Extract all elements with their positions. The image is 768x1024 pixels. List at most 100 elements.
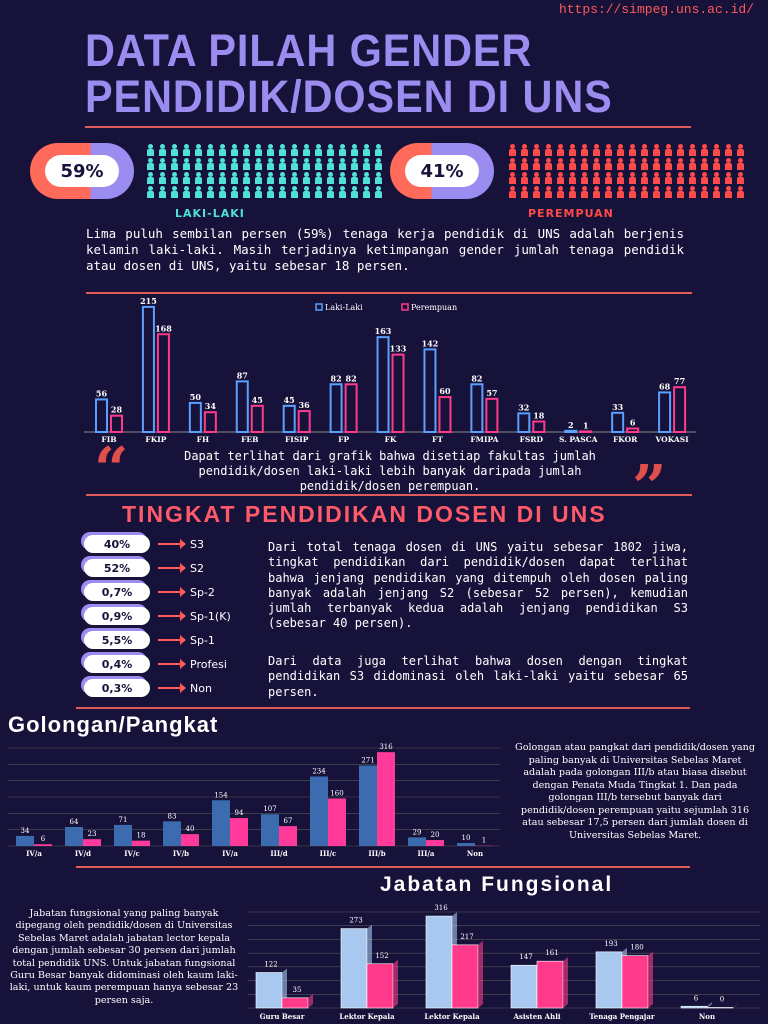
data-label: 71 <box>119 816 128 824</box>
bar <box>250 404 264 434</box>
source-url[interactable]: https://simpeg.uns.ac.id/ <box>558 2 754 17</box>
male-percent-ring: 59% <box>30 143 134 199</box>
education-level-label: Sp-1(K) <box>190 609 231 623</box>
tick-label: FISIP <box>285 435 309 444</box>
person-icon <box>688 172 697 184</box>
data-label: 142 <box>422 338 439 348</box>
tick-label: Non <box>467 849 483 858</box>
bar <box>457 843 475 846</box>
person-icon <box>664 172 673 184</box>
person-icon <box>182 172 191 184</box>
person-icon <box>556 144 565 156</box>
faculty-gender-chart: Laki-Laki Perempuan5628FIB215168FKIP5034F… <box>84 296 696 444</box>
person-icon <box>350 172 359 184</box>
bar <box>426 840 444 846</box>
legend-swatch <box>401 303 409 311</box>
person-icon <box>580 186 589 198</box>
bar <box>680 1005 708 1009</box>
bar <box>366 963 394 1009</box>
education-level-label: Sp-2 <box>190 585 215 599</box>
tick-label: IV/d <box>75 849 91 858</box>
education-percent: 0,4% <box>84 655 150 673</box>
person-icon <box>218 144 227 156</box>
education-percent: 52% <box>84 559 150 577</box>
education-level-row: 0,4% Profesi <box>84 652 231 676</box>
education-level-row: 0,3% Non <box>84 676 231 700</box>
tick-label: Guru Besar <box>260 1012 305 1021</box>
bar-side <box>733 1003 738 1008</box>
faculty-quote: Dapat terlihat dari grafik bahwa disetia… <box>184 449 596 493</box>
person-icon <box>206 186 215 198</box>
person-icon <box>700 158 709 170</box>
person-icon <box>640 158 649 170</box>
tick-label: FT <box>432 435 443 444</box>
person-icon <box>532 172 541 184</box>
person-icon <box>736 186 745 198</box>
data-label: 273 <box>349 917 362 925</box>
person-icon <box>736 172 745 184</box>
person-icon <box>278 144 287 156</box>
arrow-right-icon <box>158 587 186 597</box>
tick-label: FP <box>338 435 349 444</box>
data-label: 1 <box>482 837 486 845</box>
person-icon <box>676 172 685 184</box>
bar-side <box>393 959 398 1008</box>
person-icon <box>374 186 383 198</box>
person-icon <box>544 144 553 156</box>
tick-label: IV/b <box>173 849 189 858</box>
divider <box>86 494 692 496</box>
bar <box>359 765 377 846</box>
male-percent: 59% <box>45 155 119 187</box>
education-level-row: 52% S2 <box>84 556 231 580</box>
data-label: 217 <box>460 933 473 941</box>
person-icon <box>314 172 323 184</box>
legend-label: Laki-Laki <box>325 303 363 312</box>
person-icon <box>266 158 275 170</box>
quote-open-icon: “ <box>94 435 129 505</box>
person-icon <box>580 172 589 184</box>
bar <box>328 798 346 846</box>
person-icon <box>520 186 529 198</box>
female-label: PEREMPUAN <box>528 207 614 220</box>
bar <box>536 960 564 1009</box>
arrow-right-icon <box>158 683 186 693</box>
person-icon <box>580 158 589 170</box>
bar <box>626 427 640 434</box>
bar <box>706 1007 734 1009</box>
person-icon <box>302 144 311 156</box>
data-label: 6 <box>630 418 636 428</box>
female-percent: 41% <box>405 155 479 187</box>
person-icon <box>532 144 541 156</box>
jabatan-title: Jabatan Fungsional <box>380 873 614 896</box>
divider <box>85 126 691 128</box>
education-level-list: 40% S3 52% S2 0,7% Sp-2 0,9% Sp-1(K) 5,5% Sp-1 0,4… <box>84 532 231 700</box>
person-icon <box>278 158 287 170</box>
person-icon <box>664 186 673 198</box>
arrow-right-icon <box>158 635 186 645</box>
golongan-chart: 34 6 IV/a 64 23 IV/d 71 18 IV/c 83 40 IV/b 154 94 IV/a… <box>8 743 500 858</box>
intro-paragraph: Lima puluh sembilan persen (59%) tenaga … <box>86 226 684 273</box>
data-label: 234 <box>312 768 326 776</box>
person-icon <box>508 172 517 184</box>
tick-label: S. PASCA <box>559 435 598 444</box>
education-level-label: S2 <box>190 561 204 575</box>
data-label: 20 <box>431 831 440 839</box>
tick-label: FIB <box>101 435 116 444</box>
bar <box>65 826 83 846</box>
arrow-right-icon <box>158 539 186 549</box>
person-icon <box>242 186 251 198</box>
person-icon <box>302 158 311 170</box>
person-icon <box>556 172 565 184</box>
person-icon <box>338 144 347 156</box>
bar <box>611 411 625 434</box>
jabatan-text: Jabatan fungsional yang paling banyak di… <box>9 908 239 1006</box>
person-icon <box>374 172 383 184</box>
data-label: 82 <box>346 373 357 383</box>
person-icon <box>592 144 601 156</box>
person-icon <box>568 144 577 156</box>
person-icon <box>508 186 517 198</box>
title-line-2: PENDIDIK/DOSEN DI UNS <box>85 71 613 122</box>
person-icon <box>544 158 553 170</box>
person-icon <box>290 158 299 170</box>
data-label: 18 <box>137 832 146 840</box>
